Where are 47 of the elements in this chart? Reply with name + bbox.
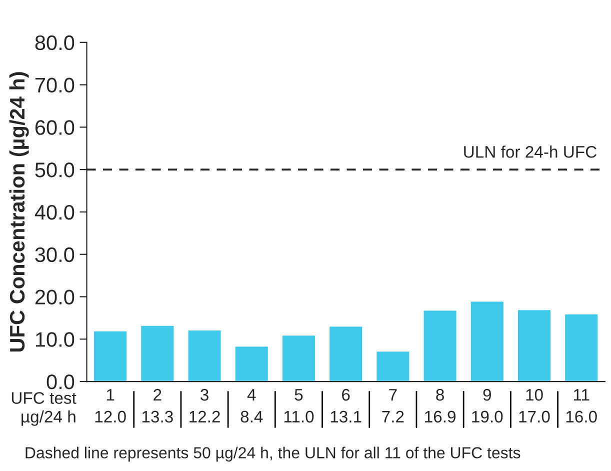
x-tick-label: 6 (342, 388, 350, 401)
x-tick-label: 3 (200, 388, 208, 401)
x-tick-label: 5 (294, 389, 303, 401)
y-tick-label: 0.0 (46, 374, 74, 390)
x-tick-label: 10 (526, 388, 543, 401)
bar (375, 350, 411, 382)
x-tick-label: 4 (247, 389, 256, 401)
bar (92, 330, 128, 382)
data-label: 17.0 (519, 410, 550, 423)
data-label: 8.4 (240, 410, 263, 423)
text: Dashed line represents 50 µg/24 h, the ULN for all 11 of the UFC tests (26, 446, 520, 462)
bar (564, 312, 599, 382)
data-label: 12.2 (190, 410, 220, 422)
y-tick-label: 40.0 (34, 204, 74, 220)
x-tick-label: 11 (574, 389, 590, 401)
y-tick-label: 70.0 (35, 78, 74, 93)
x-tick-label: 1 (106, 389, 114, 401)
data-label: 16.0 (566, 410, 597, 423)
text: µg/24 h (22, 410, 76, 426)
bar (469, 300, 505, 382)
bar (234, 345, 270, 382)
y-tick-label: 80.0 (35, 35, 74, 50)
y-axis-title: UFC Concentration (µg/24 h) (9, 72, 29, 352)
data-label: 11.0 (284, 410, 314, 423)
y-tick-label: 60.0 (35, 120, 74, 135)
data-label: 16.9 (425, 410, 456, 423)
text: UFC test (12, 392, 76, 404)
y-tick-label: 30.0 (35, 247, 74, 262)
data-label: 13.3 (142, 410, 173, 423)
x-tick-label: 7 (389, 389, 397, 401)
bar (140, 324, 176, 382)
data-label: 7.2 (382, 410, 404, 422)
bar (422, 309, 458, 382)
bar (516, 308, 552, 382)
data-label: 12.0 (95, 410, 126, 423)
x-tick-label: 8 (436, 388, 444, 401)
data-label: 13.1 (330, 410, 362, 423)
x-tick-label: 2 (154, 388, 162, 401)
bar (281, 334, 316, 382)
bar (328, 325, 364, 382)
y-tick-label: 50.0 (35, 162, 74, 178)
y-tick-label: 10.0 (36, 332, 74, 347)
ref-line-label: ULN for 24-h UFC (464, 146, 596, 158)
bar (186, 329, 222, 382)
data-label: 19.0 (472, 410, 503, 423)
x-tick-label: 9 (483, 388, 491, 401)
y-tick-label: 20.0 (35, 290, 74, 304)
